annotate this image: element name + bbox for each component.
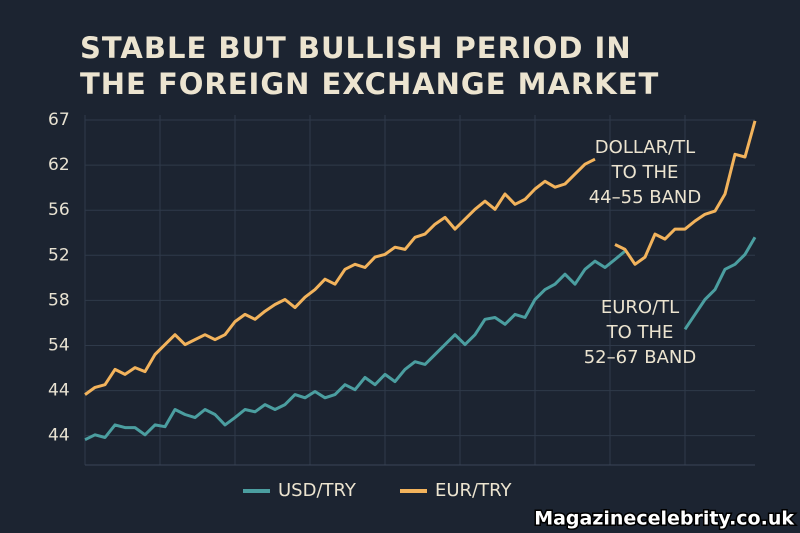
y-tick-label: 56 [48, 200, 70, 220]
series-line [84, 236, 757, 442]
legend-label: USD/TRY [278, 480, 357, 501]
annotation: DOLLAR/TL [595, 137, 695, 158]
legend-label: EUR/TRY [435, 480, 512, 501]
watermark: Magazinecelebrity.co.uk [534, 508, 794, 530]
y-tick-label: 44 [48, 426, 70, 446]
y-tick-label: 44 [48, 381, 70, 401]
annotation: EURO/TL [601, 297, 679, 318]
y-tick-label: 54 [48, 335, 70, 355]
annotation: 44–55 BAND [589, 187, 702, 208]
annotation: TO THE [611, 162, 679, 183]
y-tick-label: 52 [48, 245, 70, 265]
annotation: TO THE [606, 322, 674, 343]
annotation: 52–67 BAND [584, 347, 697, 368]
y-tick-label: 62 [48, 155, 70, 175]
chart-title: STABLE BUT BULLISH PERIOD IN [80, 31, 632, 65]
series-line [84, 120, 757, 396]
y-tick-label: 67 [48, 110, 70, 130]
y-tick-label: 58 [48, 290, 70, 310]
chart-title: THE FOREIGN EXCHANGE MARKET [80, 67, 659, 101]
